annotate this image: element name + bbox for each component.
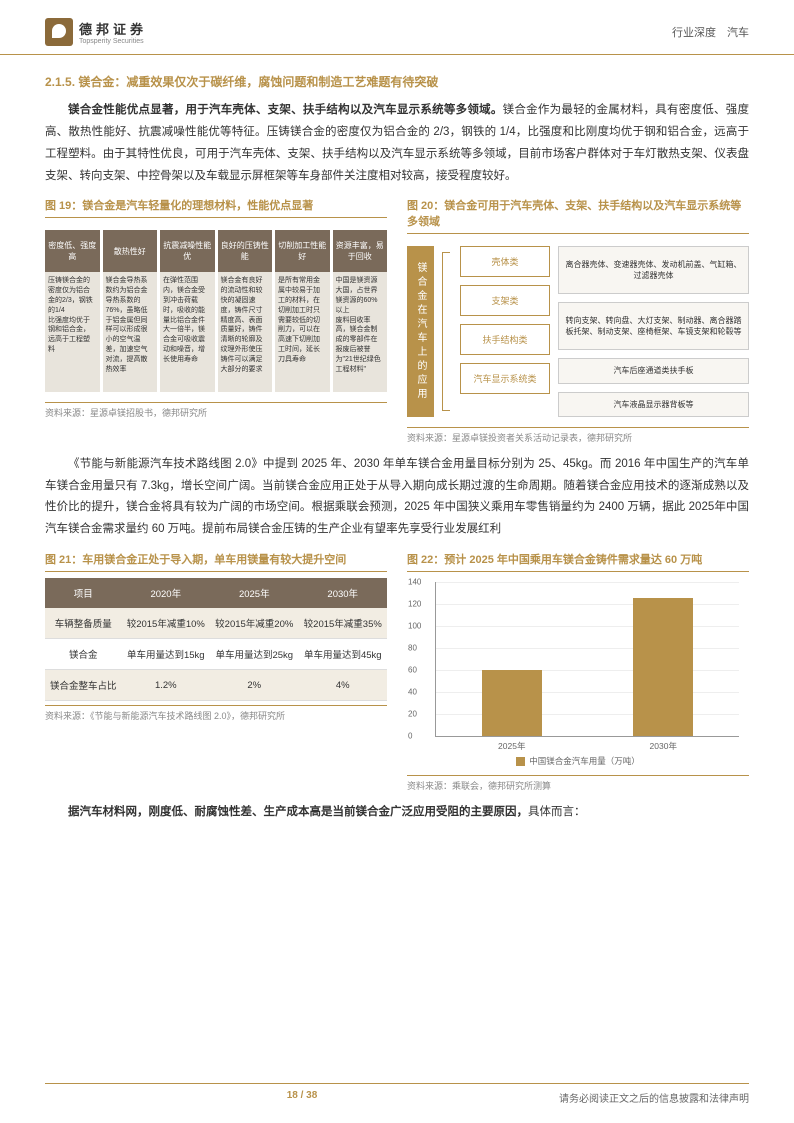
table-header: 2030年 [299,578,388,608]
table-cell: 车辆整备质量 [45,608,122,639]
fig19-header: 密度低、强度高 [45,230,100,272]
table-cell: 较2015年减重10% [122,608,210,639]
fig20-desc: 汽车液晶显示器背板等 [558,392,749,417]
fig19-title: 图 19：镁合金是汽车轻量化的理想材料，性能优点显著 [45,197,387,218]
fig20-category: 扶手结构类 [460,324,550,355]
table-cell: 单车用量达到15kg [122,639,210,670]
paragraph-1: 镁合金性能优点显著，用于汽车壳体、支架、扶手结构以及汽车显示系统等多领域。镁合金… [45,100,749,187]
fig19-source: 资料来源：星源卓镁招股书，德邦研究所 [45,402,387,419]
fig20-desc: 转向支架、转向盘、大灯支架、制动器、离合器踏板托架、制动支架、座椅框架、车镜支架… [558,302,749,350]
figure-20: 图 20：镁合金可用于汽车壳体、支架、扶手结构以及汽车显示系统等多领域 镁合金在… [407,197,749,443]
fig20-category: 支架类 [460,285,550,316]
fig20-title: 图 20：镁合金可用于汽车壳体、支架、扶手结构以及汽车显示系统等多领域 [407,197,749,234]
chart-bar [482,670,542,736]
x-axis-label: 2025年 [498,740,525,752]
fig22-title: 图 22：预计 2025 年中国乘用车镁合金铸件需求量达 60 万吨 [407,551,749,572]
table-cell: 2% [210,670,298,701]
x-axis-label: 2030年 [650,740,677,752]
fig22-chart: 0204060801001201402025年2030年 中国镁合金汽车用量（万… [407,578,749,771]
figure-21: 图 21：车用镁合金正处于导入期，单车用镁量有较大提升空间 项目2020年202… [45,551,387,792]
fig19-body: 压铸镁合金的密度仅为铝合金的2/3，钢铁的1/4比强度均优于钢和铝合金，远高于工… [45,272,100,392]
table-header: 项目 [45,578,122,608]
fig19-header: 抗震减噪性能优 [160,230,215,272]
header-category: 行业深度 汽车 [672,24,749,40]
page-number: 18 / 38 [287,1090,318,1105]
paragraph-2: 《节能与新能源汽车技术路线图 2.0》中提到 2025 年、2030 年单车镁合… [45,454,749,541]
table-cell: 镁合金 [45,639,122,670]
paragraph-3: 据汽车材料网，刚度低、耐腐蚀性差、生产成本高是当前镁合金广泛应用受阻的主要原因，… [45,802,749,824]
fig19-body: 镁合金导热系数约为铝合金导热系数的76%，虽略低于铝金属但同样可以形成很小的空气… [103,272,158,392]
fig19-header: 良好的压铸性能 [218,230,273,272]
fig19-body: 中国是镁资源大国，占世界镁资源的60%以上废料回收率高，镁合金制成的零部件在报废… [333,272,388,392]
table-cell: 单车用量达到45kg [299,639,388,670]
page-header: 德邦证券 Topsperity Securities 行业深度 汽车 [0,0,794,55]
table-cell: 较2015年减重20% [210,608,298,639]
fig22-legend: 中国镁合金汽车用量（万吨） [407,755,749,767]
fig20-category: 壳体类 [460,246,550,277]
page-footer: 18 / 38 请务必阅读正文之后的信息披露和法律声明 [45,1083,749,1105]
figure-19: 图 19：镁合金是汽车轻量化的理想材料，性能优点显著 密度低、强度高压铸镁合金的… [45,197,387,443]
fig20-desc: 离合器壳体、变速器壳体、发动机前盖、气缸箱、过滤器壳体 [558,246,749,294]
fig22-source: 资料来源：乘联会，德邦研究所测算 [407,775,749,792]
fig20-desc: 汽车后座通道类扶手板 [558,358,749,383]
section-title: 2.1.5. 镁合金：减重效果仅次于碳纤维，腐蚀问题和制造工艺难题有待突破 [45,73,749,90]
fig20-vertical-label: 镁合金在汽车上的应用 [407,246,434,416]
table-cell: 1.2% [122,670,210,701]
fig19-body: 镁合金有良好的流动性和较快的凝固速度，铸件尺寸精度高、表面质量好，铸件清晰的轮廓… [218,272,273,392]
fig21-table: 项目2020年2025年2030年车辆整备质量较2015年减重10%较2015年… [45,578,387,701]
logo-cn: 德邦证券 [79,19,147,38]
chart-bar [633,598,693,737]
fig19-body: 是所有常用金属中较易于加工的材料，在切削加工时只需要较低的切削力，可以在高速下切… [275,272,330,392]
logo: 德邦证券 Topsperity Securities [45,18,147,46]
fig19-header: 散热性好 [103,230,158,272]
footer-disclaimer: 请务必阅读正文之后的信息披露和法律声明 [559,1090,749,1105]
fig21-title: 图 21：车用镁合金正处于导入期，单车用镁量有较大提升空间 [45,551,387,572]
table-cell: 4% [299,670,388,701]
fig19-header: 切削加工性能好 [275,230,330,272]
logo-icon [45,18,73,46]
fig21-source: 资料来源：《节能与新能源汽车技术路线图 2.0》，德邦研究所 [45,705,387,722]
table-cell: 镁合金整车占比 [45,670,122,701]
table-header: 2025年 [210,578,298,608]
fig20-source: 资料来源：星源卓镁投资者关系活动记录表，德邦研究所 [407,427,749,444]
figure-22: 图 22：预计 2025 年中国乘用车镁合金铸件需求量达 60 万吨 02040… [407,551,749,792]
fig19-header: 资源丰富，易于回收 [333,230,388,272]
fig19-body: 在弹性范围内，镁合金受到冲击荷载时，吸收的能量比铝合金件大一倍半，镁合金可吸收震… [160,272,215,392]
table-cell: 较2015年减重35% [299,608,388,639]
logo-en: Topsperity Securities [79,38,147,45]
table-cell: 单车用量达到25kg [210,639,298,670]
table-header: 2020年 [122,578,210,608]
fig20-category: 汽车显示系统类 [460,363,550,394]
